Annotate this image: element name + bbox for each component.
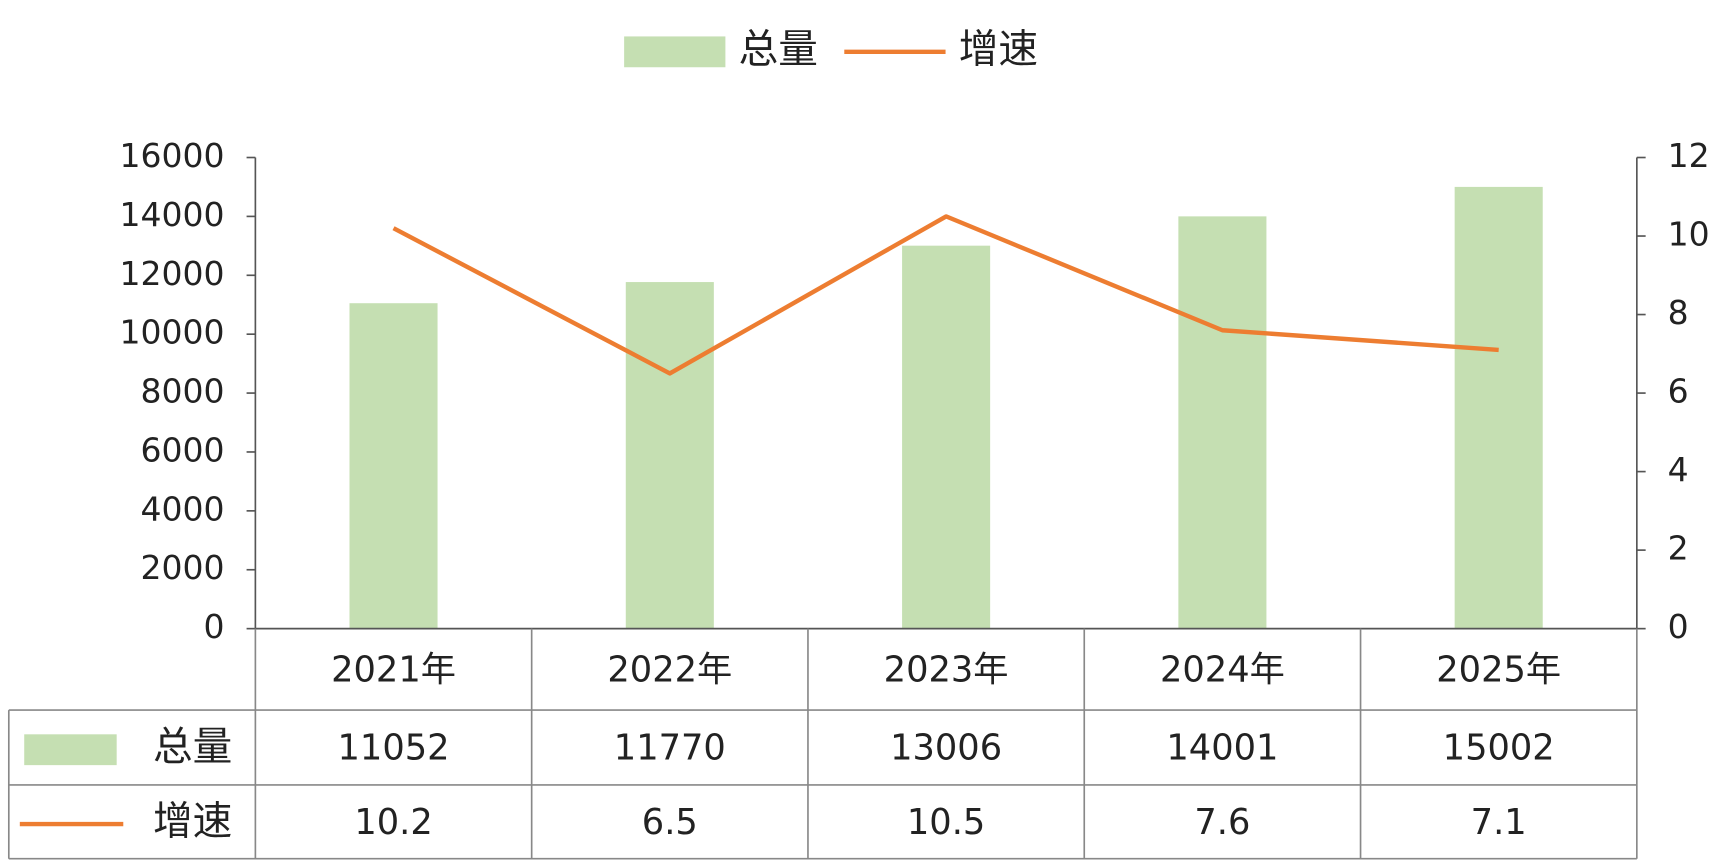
x-tick-label: 2025年: [1436, 650, 1561, 691]
bar: [349, 303, 438, 629]
y2-tick-label: 12: [1668, 136, 1710, 175]
y-tick-label: 6000: [141, 430, 225, 469]
table-value: 10.2: [354, 802, 432, 843]
table-series-name: 总量: [153, 724, 232, 770]
legend-label: 总量: [739, 26, 818, 72]
table-value: 10.5: [907, 802, 985, 843]
bar: [625, 282, 714, 629]
table-value: 11770: [614, 728, 726, 769]
y2-tick-label: 0: [1668, 607, 1689, 646]
legend-swatch: [624, 36, 726, 68]
bar: [1178, 216, 1267, 629]
y2-tick-label: 8: [1668, 293, 1689, 332]
table-swatch: [24, 734, 117, 766]
bar: [902, 245, 991, 629]
x-tick-label: 2022年: [607, 650, 732, 691]
x-tick-label: 2023年: [884, 650, 1009, 691]
table-value: 13006: [890, 728, 1002, 769]
legend-label: 增速: [959, 26, 1038, 72]
table-value: 7.1: [1471, 802, 1527, 843]
y-tick-label: 2000: [141, 548, 225, 587]
y-tick-label: 14000: [120, 195, 225, 234]
bar: [1454, 186, 1543, 629]
y-tick-label: 4000: [141, 489, 225, 528]
table-value: 14001: [1166, 728, 1278, 769]
x-tick-label: 2021年: [331, 650, 456, 691]
y2-tick-label: 4: [1668, 450, 1689, 489]
table-value: 6.5: [642, 802, 698, 843]
y2-tick-label: 6: [1668, 372, 1689, 411]
y2-tick-label: 2: [1668, 529, 1689, 568]
y2-tick-label: 10: [1668, 215, 1710, 254]
y-tick-label: 16000: [120, 136, 225, 175]
table-series-name: 增速: [153, 799, 232, 845]
y-tick-label: 12000: [120, 254, 225, 293]
table-value: 15002: [1443, 728, 1555, 769]
y-tick-label: 10000: [120, 313, 225, 352]
table-value: 7.6: [1194, 802, 1250, 843]
y-tick-label: 8000: [141, 372, 225, 411]
x-tick-label: 2024年: [1160, 650, 1285, 691]
y-tick-label: 0: [204, 607, 225, 646]
table-value: 11052: [338, 728, 450, 769]
line: [392, 214, 1499, 376]
